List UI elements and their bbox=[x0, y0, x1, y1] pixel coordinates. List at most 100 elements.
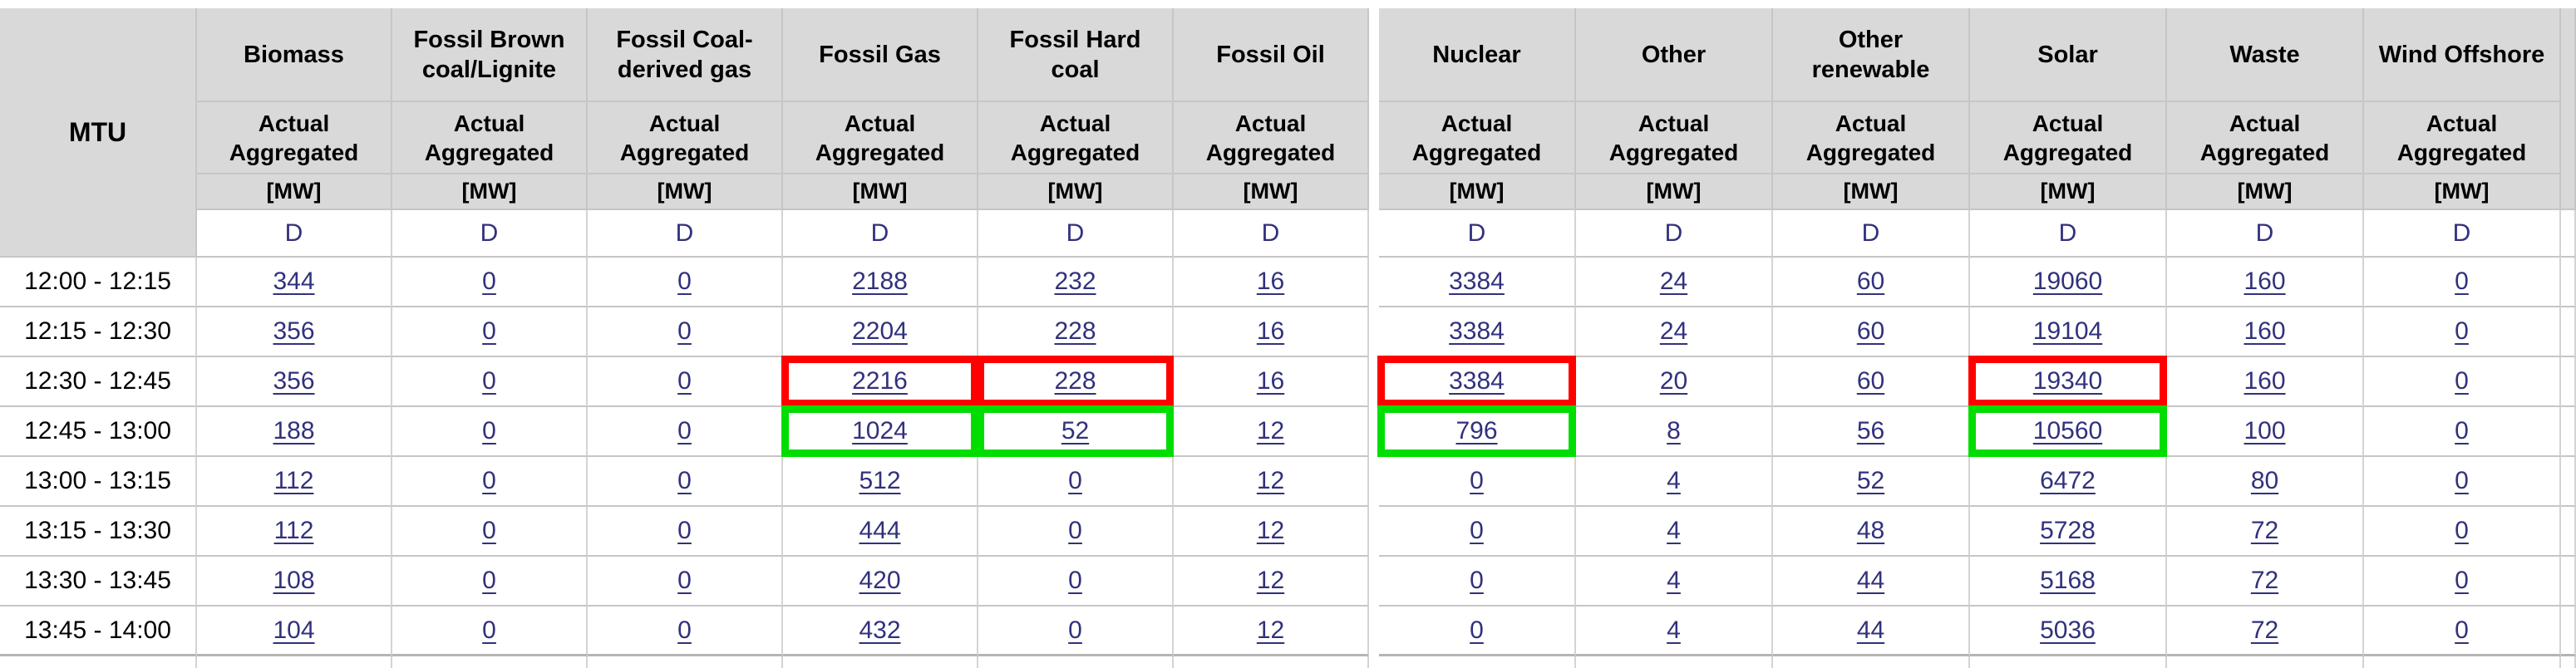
value-link[interactable]: 188 bbox=[273, 417, 315, 445]
value-link[interactable]: 356 bbox=[273, 317, 315, 345]
value-link[interactable]: 12 bbox=[1256, 567, 1285, 594]
value-link[interactable]: 16 bbox=[1256, 268, 1285, 295]
value-link[interactable]: 0 bbox=[482, 467, 496, 494]
value-link[interactable]: 0 bbox=[677, 467, 692, 494]
value-link[interactable]: 5168 bbox=[2040, 567, 2096, 594]
value-link[interactable]: 48 bbox=[1856, 517, 1885, 544]
value-link[interactable]: 0 bbox=[677, 567, 692, 594]
value-link[interactable]: 8 bbox=[1667, 417, 1681, 445]
value-link[interactable]: 0 bbox=[2455, 417, 2469, 445]
value-link[interactable]: 0 bbox=[1470, 616, 1484, 644]
value-link[interactable]: 0 bbox=[1068, 616, 1082, 644]
value-link[interactable]: 232 bbox=[1054, 268, 1096, 295]
value-link[interactable]: 19104 bbox=[2032, 317, 2103, 345]
value-link[interactable]: 4 bbox=[1667, 616, 1681, 644]
value-link[interactable]: 60 bbox=[1856, 317, 1885, 345]
value-link[interactable]: 60 bbox=[1856, 268, 1885, 295]
value-link[interactable]: 0 bbox=[2455, 567, 2469, 594]
table-cell: 16 bbox=[1174, 307, 1369, 357]
value-link[interactable]: 0 bbox=[2455, 616, 2469, 644]
value-link[interactable]: 100 bbox=[2244, 417, 2286, 445]
value-link[interactable]: 108 bbox=[273, 567, 315, 594]
value-link[interactable]: 24 bbox=[1659, 317, 1688, 345]
value-link[interactable]: 344 bbox=[273, 268, 315, 295]
value-link[interactable]: 0 bbox=[2455, 517, 2469, 544]
value-link[interactable]: 0 bbox=[2455, 467, 2469, 494]
value-link[interactable]: 4 bbox=[1667, 517, 1681, 544]
value-link[interactable]: 10560 bbox=[2032, 417, 2103, 445]
value-link[interactable]: 12 bbox=[1256, 467, 1285, 494]
value-link[interactable]: 0 bbox=[1068, 517, 1082, 544]
value-link[interactable]: 20 bbox=[1659, 367, 1688, 395]
value-link[interactable]: 228 bbox=[1054, 367, 1096, 395]
value-link[interactable]: 52 bbox=[1856, 467, 1885, 494]
value-link[interactable]: 72 bbox=[2250, 517, 2279, 544]
value-link[interactable]: 0 bbox=[482, 517, 496, 544]
value-link[interactable]: 0 bbox=[482, 367, 496, 395]
value-link[interactable]: 0 bbox=[677, 317, 692, 345]
value-link[interactable]: 16 bbox=[1256, 367, 1285, 395]
value-link[interactable]: 160 bbox=[2244, 367, 2286, 395]
value-link[interactable]: 228 bbox=[1054, 317, 1096, 345]
value-link[interactable]: 19340 bbox=[2032, 367, 2103, 395]
table-cell: 16 bbox=[1174, 258, 1369, 307]
value-link[interactable]: 0 bbox=[1068, 467, 1082, 494]
value-link[interactable]: 420 bbox=[859, 567, 901, 594]
value-link[interactable]: 4 bbox=[1667, 467, 1681, 494]
value-link[interactable]: 12 bbox=[1256, 616, 1285, 644]
value-link[interactable]: 4 bbox=[1667, 567, 1681, 594]
value-link[interactable]: 0 bbox=[677, 367, 692, 395]
value-link[interactable]: 12 bbox=[1256, 417, 1285, 445]
value-link[interactable]: 16 bbox=[1256, 317, 1285, 345]
value-link[interactable]: 44 bbox=[1856, 616, 1885, 644]
value-link[interactable]: 3384 bbox=[1449, 367, 1505, 395]
value-link[interactable]: 72 bbox=[2250, 616, 2279, 644]
value-link[interactable]: 5728 bbox=[2040, 517, 2096, 544]
value-link[interactable]: 160 bbox=[2244, 268, 2286, 295]
value-link[interactable]: 72 bbox=[2250, 567, 2279, 594]
value-link[interactable]: 19060 bbox=[2032, 268, 2103, 295]
value-link[interactable]: 3384 bbox=[1449, 317, 1505, 345]
value-link[interactable]: 80 bbox=[2250, 467, 2279, 494]
value-link[interactable]: 796 bbox=[1455, 417, 1498, 445]
value-link[interactable]: 0 bbox=[1470, 467, 1484, 494]
value-link[interactable]: 112 bbox=[273, 467, 314, 494]
value-link[interactable]: 3384 bbox=[1449, 268, 1505, 295]
value-link[interactable]: 104 bbox=[273, 616, 315, 644]
value-link[interactable]: 444 bbox=[859, 517, 901, 544]
value-link[interactable]: 0 bbox=[677, 417, 692, 445]
table-cell: 5036 bbox=[1970, 607, 2167, 656]
value-link[interactable]: 0 bbox=[482, 616, 496, 644]
value-link[interactable]: 0 bbox=[482, 567, 496, 594]
value-link[interactable]: 2204 bbox=[852, 317, 908, 345]
value-link[interactable]: 432 bbox=[859, 616, 901, 644]
value-link[interactable]: 12 bbox=[1256, 517, 1285, 544]
value-link[interactable]: 0 bbox=[1470, 517, 1484, 544]
value-link[interactable]: 0 bbox=[482, 268, 496, 295]
value-link[interactable]: 0 bbox=[677, 517, 692, 544]
value-link[interactable]: 60 bbox=[1856, 367, 1885, 395]
value-link[interactable]: 0 bbox=[677, 268, 692, 295]
value-link[interactable]: 6472 bbox=[2040, 467, 2096, 494]
value-link[interactable]: 0 bbox=[2455, 268, 2469, 295]
value-link[interactable]: 0 bbox=[482, 317, 496, 345]
value-link[interactable]: 512 bbox=[859, 467, 901, 494]
value-link[interactable]: 112 bbox=[273, 517, 314, 544]
value-link[interactable]: 5036 bbox=[2040, 616, 2096, 644]
value-link[interactable]: 56 bbox=[1856, 417, 1885, 445]
value-link[interactable]: 160 bbox=[2244, 317, 2286, 345]
value-link[interactable]: 1024 bbox=[852, 417, 908, 445]
value-link[interactable]: 0 bbox=[2455, 317, 2469, 345]
value-link[interactable]: 2188 bbox=[852, 268, 908, 295]
value-link[interactable]: 0 bbox=[2455, 367, 2469, 395]
value-link[interactable]: 0 bbox=[1068, 567, 1082, 594]
value-link[interactable]: 52 bbox=[1061, 417, 1090, 445]
value-link[interactable]: 24 bbox=[1659, 268, 1688, 295]
value-link[interactable]: 2216 bbox=[852, 367, 908, 395]
value-link[interactable]: 0 bbox=[1470, 567, 1484, 594]
value-link[interactable]: 0 bbox=[677, 616, 692, 644]
value-link[interactable]: 0 bbox=[482, 417, 496, 445]
value-link[interactable]: 44 bbox=[1856, 567, 1885, 594]
value-link[interactable]: 356 bbox=[273, 367, 315, 395]
table-cell: 0 bbox=[978, 607, 1174, 656]
